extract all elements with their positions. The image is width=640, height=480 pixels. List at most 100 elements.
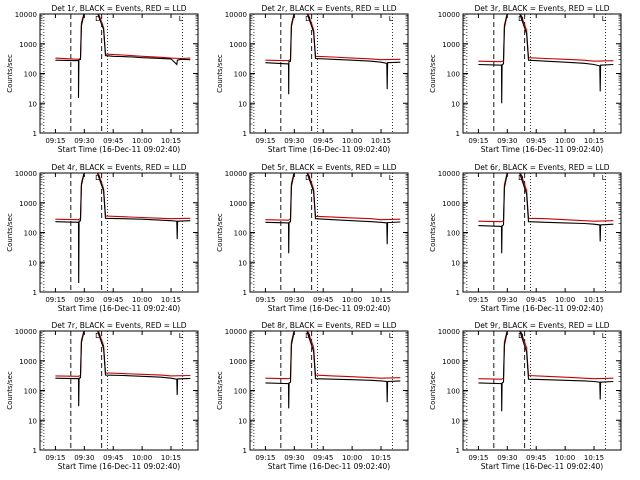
top-marker-label: L [179, 15, 183, 23]
x-tick-label: 09:30 [497, 454, 517, 462]
y-tick-label: 10000 [15, 11, 37, 19]
y-tick-label: 1000 [19, 200, 37, 208]
top-marker-label: D [305, 174, 310, 182]
x-tick-label: 10:15 [161, 296, 181, 304]
y-tick-label: 1 [243, 447, 247, 455]
x-axis-label: Start Time (16-Dec-11 09:02:40) [481, 304, 603, 313]
y-tick-label: 100 [447, 71, 460, 79]
chart-title: Det 5r, BLACK = Events, RED = LLD [261, 163, 396, 172]
series-line-lld [55, 331, 191, 377]
x-tick-label: 09:45 [526, 137, 546, 145]
x-tick-label: 09:30 [74, 454, 94, 462]
top-marker-label: L [179, 332, 183, 340]
x-axis-label: Start Time (16-Dec-11 09:02:40) [58, 145, 180, 154]
x-tick-label: 09:45 [313, 454, 333, 462]
chart-panel: 1 10 100 1000 10000 09:15 09:30 09:45 10:00 10:15… [429, 163, 622, 313]
series-line-events [478, 331, 614, 412]
y-tick-label: 100 [234, 71, 247, 79]
y-tick-label: 10000 [438, 11, 460, 19]
plot-frame [249, 13, 409, 134]
chart-panel: 1 10 100 1000 10000 09:15 09:30 09:45 10:00 10:15… [429, 4, 622, 154]
x-tick-label: 09:15 [255, 454, 275, 462]
series-line-lld [55, 14, 191, 60]
x-tick-label: 10:00 [555, 454, 575, 462]
y-tick-label: 100 [234, 388, 247, 396]
y-tick-label: 10000 [438, 328, 460, 336]
y-axis-label: Counts/sec [429, 213, 437, 252]
x-tick-label: 10:00 [132, 454, 152, 462]
x-tick-label: 10:15 [371, 454, 391, 462]
top-marker-label: L [602, 15, 606, 23]
y-axis-label: Counts/sec [216, 213, 224, 252]
series-line-events [478, 14, 614, 104]
chart-title: Det 7r, BLACK = Events, RED = LLD [51, 321, 186, 330]
top-marker-label: L [602, 332, 606, 340]
x-tick-label: 09:30 [284, 296, 304, 304]
series-line-events [55, 331, 191, 407]
y-tick-label: 1 [33, 289, 37, 297]
x-tick-label: 09:15 [45, 137, 65, 145]
y-axis-label: Counts/sec [6, 371, 14, 410]
y-axis-label: Counts/sec [216, 371, 224, 410]
y-tick-label: 1 [33, 447, 37, 455]
y-tick-label: 10000 [225, 11, 247, 19]
plot-frame [249, 172, 409, 293]
plot-frame [39, 330, 199, 451]
x-tick-label: 10:00 [132, 296, 152, 304]
x-axis-label: Start Time (16-Dec-11 09:02:40) [268, 462, 390, 471]
x-tick-label: 09:45 [103, 296, 123, 304]
y-tick-label: 1000 [229, 41, 247, 49]
top-marker-label: D [305, 15, 310, 23]
y-tick-label: 10 [238, 259, 247, 267]
chart-title: Det 3r, BLACK = Events, RED = LLD [474, 4, 609, 13]
x-tick-label: 09:30 [74, 137, 94, 145]
y-tick-label: 1000 [229, 200, 247, 208]
x-tick-label: 09:15 [255, 137, 275, 145]
x-tick-label: 10:00 [342, 454, 362, 462]
x-tick-label: 09:15 [255, 296, 275, 304]
y-tick-label: 100 [24, 71, 37, 79]
y-tick-label: 100 [24, 230, 37, 238]
series-line-lld [265, 173, 401, 221]
y-tick-label: 10000 [15, 328, 37, 336]
y-axis-label: Counts/sec [6, 213, 14, 252]
plot-frame [39, 13, 199, 134]
chart-title: Det 2r, BLACK = Events, RED = LLD [261, 4, 396, 13]
series-line-lld [55, 173, 191, 221]
series-line-events [265, 173, 401, 254]
x-tick-label: 09:45 [526, 296, 546, 304]
chart-panel: 1 10 100 1000 10000 09:15 09:30 09:45 10:00 10:15… [216, 321, 409, 471]
y-tick-label: 10 [238, 417, 247, 425]
chart-panel: 1 10 100 1000 10000 09:15 09:30 09:45 10:00 10:15… [6, 321, 199, 471]
plot-frame [462, 13, 622, 134]
plot-frame [249, 330, 409, 451]
y-tick-label: 1000 [442, 41, 460, 49]
y-tick-label: 1 [243, 289, 247, 297]
series-line-lld [265, 14, 401, 62]
top-marker-label: D [95, 332, 100, 340]
series-line-events [55, 14, 191, 99]
y-tick-label: 10000 [225, 170, 247, 178]
x-axis-label: Start Time (16-Dec-11 09:02:40) [268, 304, 390, 313]
x-tick-label: 09:45 [313, 296, 333, 304]
y-tick-label: 10 [451, 100, 460, 108]
y-tick-label: 1000 [229, 358, 247, 366]
x-tick-label: 09:15 [45, 454, 65, 462]
y-tick-label: 10 [451, 417, 460, 425]
y-tick-label: 1 [243, 130, 247, 138]
plot-frame [462, 330, 622, 451]
series-line-events [265, 331, 401, 409]
top-marker-label: L [389, 174, 393, 182]
y-tick-label: 1 [456, 447, 460, 455]
top-marker-label: L [389, 332, 393, 340]
y-tick-label: 1000 [19, 358, 37, 366]
top-marker-label: L [389, 15, 393, 23]
x-tick-label: 10:15 [371, 137, 391, 145]
chart-panel: 1 10 100 1000 10000 09:15 09:30 09:45 10:00 10:15… [6, 163, 199, 313]
top-marker-label: L [179, 174, 183, 182]
y-tick-label: 10000 [438, 170, 460, 178]
x-tick-label: 10:15 [161, 454, 181, 462]
y-tick-label: 10000 [15, 170, 37, 178]
chart-panel: 1 10 100 1000 10000 09:15 09:30 09:45 10:00 10:15… [216, 163, 409, 313]
